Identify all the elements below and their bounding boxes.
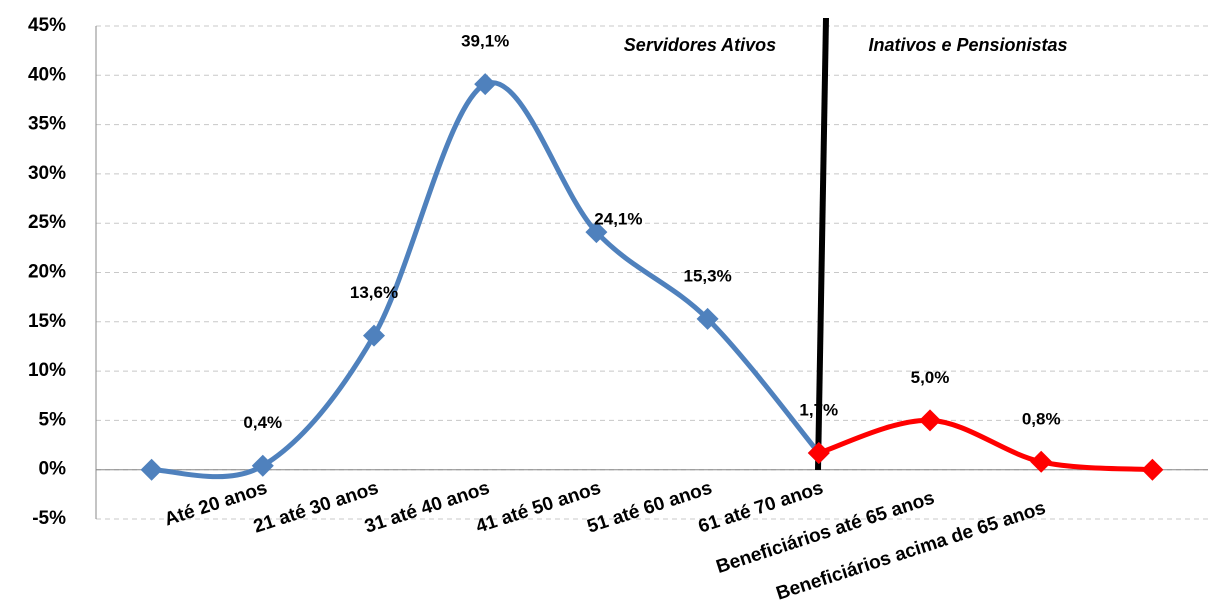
x-tick-label: 21 até 30 anos [251,478,381,538]
x-tick-label: 41 até 50 anos [473,478,603,538]
data-label: 24,1% [594,210,642,229]
y-tick-label: 5% [39,409,67,430]
series-line [818,417,1153,473]
y-tick-label: 35% [28,114,66,135]
y-tick-label: 10% [28,360,66,381]
data-label: 15,3% [683,266,731,285]
marker [140,458,163,481]
marker [1030,450,1053,473]
x-tick-label: 51 até 60 anos [585,478,715,538]
y-tick-label: 15% [28,311,66,332]
y-tick-label: 25% [28,212,66,233]
y-tick-label: 45% [28,15,66,36]
marker [807,441,830,464]
marker [474,73,497,96]
x-tick-label: 31 até 40 anos [362,478,492,538]
y-tick-label: -5% [32,508,66,529]
marker [1141,458,1164,481]
divider [815,17,829,471]
y-tick-label: 0% [39,459,67,480]
data-label: 5,0% [911,368,950,387]
annotation: Inativos e Pensionistas [868,35,1067,55]
data-label: 0,8% [1022,409,1061,428]
marker [585,221,608,244]
marker [919,409,941,432]
y-tick-label: 40% [28,64,66,85]
data-label: 39,1% [461,32,509,51]
marker [696,307,719,330]
annotation: Servidores Ativos [624,35,776,55]
data-label: 13,6% [350,283,398,302]
y-tick-label: 30% [28,163,66,184]
data-label: 1,7% [799,400,838,419]
marker [363,324,385,347]
data-label: 0,4% [243,413,282,432]
marker [251,454,274,477]
y-tick-label: 20% [28,262,66,283]
